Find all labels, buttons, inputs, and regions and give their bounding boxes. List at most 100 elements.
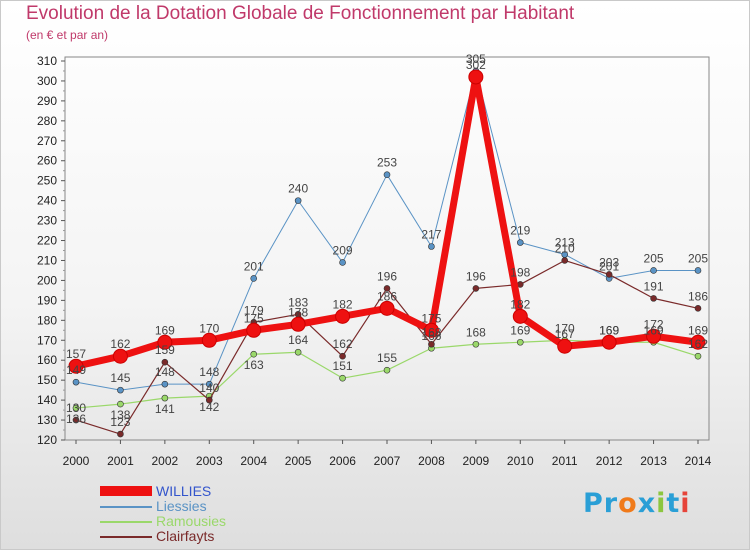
data-label-ramousies: 142 xyxy=(199,400,219,414)
data-point-liessies xyxy=(694,267,702,274)
data-label-liessies: 205 xyxy=(644,251,664,265)
data-point-willies xyxy=(646,328,662,344)
y-tick-label: 180 xyxy=(37,313,57,327)
data-label-willies: 169 xyxy=(688,323,708,337)
data-label-clairfayts: 191 xyxy=(644,279,664,293)
data-point-ramousies xyxy=(339,374,346,382)
y-tick-label: 280 xyxy=(37,114,57,128)
data-label-willies: 175 xyxy=(244,311,264,325)
data-label-liessies: 201 xyxy=(244,259,264,273)
data-point-willies xyxy=(690,334,706,350)
y-tick-label: 150 xyxy=(37,373,57,387)
logo-letter: i xyxy=(656,488,667,519)
x-tick-label: 2001 xyxy=(107,454,134,468)
data-label-ramousies: 141 xyxy=(155,402,175,416)
data-point-clairfayts xyxy=(72,416,80,424)
y-tick-label: 230 xyxy=(37,214,57,228)
data-point-clairfayts xyxy=(383,285,391,292)
data-label-liessies: 148 xyxy=(155,365,175,379)
data-point-clairfayts xyxy=(472,285,480,292)
x-tick-label: 2000 xyxy=(63,454,90,468)
data-label-willies: 302 xyxy=(466,58,486,72)
x-tick-label: 2009 xyxy=(463,454,490,468)
data-label-clairfayts: 210 xyxy=(555,241,575,255)
data-point-clairfayts xyxy=(428,340,435,348)
logo-letter: r xyxy=(603,488,619,519)
x-tick-label: 2006 xyxy=(329,454,356,468)
y-tick-label: 290 xyxy=(37,94,57,108)
data-label-ramousies: 138 xyxy=(110,408,130,422)
data-point-willies xyxy=(379,300,395,316)
data-point-liessies xyxy=(161,380,169,388)
legend-swatch xyxy=(100,536,152,538)
data-point-willies xyxy=(157,334,173,350)
data-label-clairfayts: 198 xyxy=(510,265,530,279)
data-label-ramousies: 155 xyxy=(377,351,397,365)
data-label-willies: 170 xyxy=(199,321,219,335)
data-label-ramousies: 136 xyxy=(66,412,86,426)
data-point-liessies xyxy=(117,386,124,394)
y-tick-label: 140 xyxy=(37,393,57,407)
data-point-willies xyxy=(601,334,617,350)
legend-label: Liessies xyxy=(156,498,207,514)
data-label-ramousies: 163 xyxy=(244,358,264,372)
y-tick-label: 200 xyxy=(37,273,57,287)
data-label-clairfayts: 196 xyxy=(466,269,486,283)
logo-letter: P xyxy=(583,488,604,519)
data-point-ramousies xyxy=(250,350,258,358)
data-point-willies xyxy=(246,322,262,338)
data-label-willies: 182 xyxy=(510,297,530,311)
data-label-ramousies: 169 xyxy=(599,323,619,337)
data-label-liessies: 305 xyxy=(466,52,486,66)
legend-label: Clairfayts xyxy=(156,528,215,544)
legend-label: WILLIES xyxy=(156,483,212,499)
data-label-clairfayts: 130 xyxy=(66,401,86,415)
data-label-ramousies: 164 xyxy=(288,333,308,347)
data-label-clairfayts: 196 xyxy=(377,269,397,283)
data-label-willies: 172 xyxy=(644,317,664,331)
data-label-willies: 175 xyxy=(421,311,441,325)
data-point-clairfayts xyxy=(161,358,169,366)
data-label-willies: 169 xyxy=(599,323,619,337)
y-tick-label: 220 xyxy=(37,234,57,248)
data-point-liessies xyxy=(516,239,524,246)
x-tick-label: 2003 xyxy=(196,454,223,468)
x-tick-label: 2004 xyxy=(240,454,267,468)
y-tick-label: 240 xyxy=(37,194,57,208)
legend-swatch xyxy=(100,506,152,508)
data-label-liessies: 213 xyxy=(555,235,575,249)
data-point-ramousies xyxy=(516,338,524,346)
data-point-willies xyxy=(290,316,306,332)
data-point-ramousies xyxy=(472,340,480,348)
data-label-clairfayts: 123 xyxy=(110,415,130,429)
logo-letter: t xyxy=(666,488,681,519)
data-label-clairfayts: 168 xyxy=(421,325,441,339)
data-point-ramousies xyxy=(294,348,302,356)
data-point-clairfayts xyxy=(605,271,613,278)
logo-letter: o xyxy=(618,488,638,519)
data-point-willies xyxy=(112,348,128,364)
chart-subtitle: (en € et par an) xyxy=(26,28,109,42)
data-label-willies: 178 xyxy=(288,305,308,319)
x-tick-label: 2010 xyxy=(507,454,534,468)
data-label-ramousies: 168 xyxy=(466,325,486,339)
y-tick-label: 250 xyxy=(37,174,57,188)
data-point-liessies xyxy=(428,243,435,250)
data-label-ramousies: 151 xyxy=(333,359,353,373)
plot-area xyxy=(64,56,710,441)
y-tick-label: 120 xyxy=(37,433,57,447)
data-label-willies: 169 xyxy=(155,323,175,337)
data-point-clairfayts xyxy=(339,352,346,360)
data-label-willies: 167 xyxy=(555,327,575,341)
data-label-liessies: 219 xyxy=(510,224,530,238)
data-label-ramousies: 169 xyxy=(644,323,664,337)
x-tick-label: 2011 xyxy=(552,454,578,468)
data-point-clairfayts xyxy=(650,295,657,302)
data-label-willies: 182 xyxy=(333,297,353,311)
data-point-liessies xyxy=(205,380,213,388)
data-label-liessies: 240 xyxy=(288,182,308,196)
data-point-willies xyxy=(468,69,484,85)
x-tick-label: 2005 xyxy=(285,454,312,468)
